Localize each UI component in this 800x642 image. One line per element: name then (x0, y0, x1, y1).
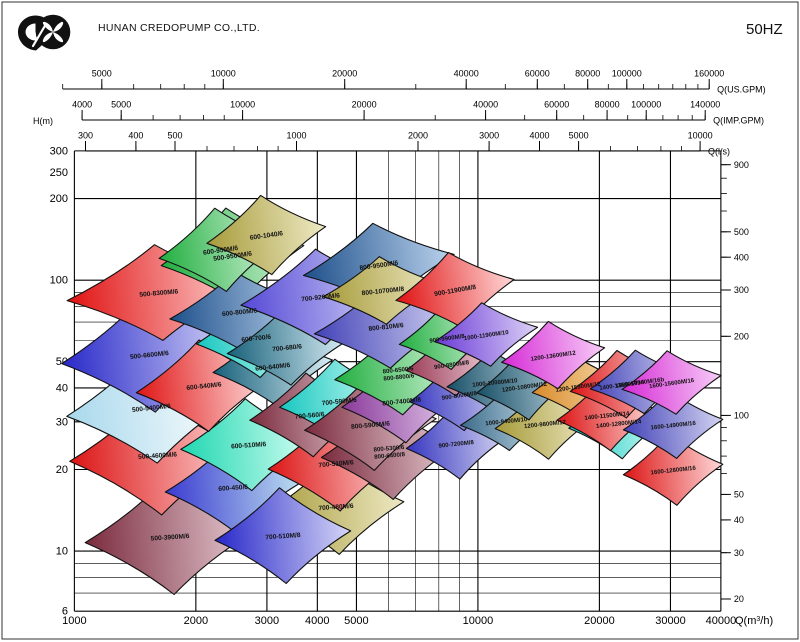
svg-text:Q(US.GPM): Q(US.GPM) (717, 85, 766, 95)
svg-text:5000: 5000 (92, 69, 112, 79)
svg-text:10000: 10000 (688, 131, 713, 141)
svg-text:4000: 4000 (529, 131, 549, 141)
svg-text:3000: 3000 (479, 131, 499, 141)
svg-text:50: 50 (734, 490, 744, 500)
svg-text:2000: 2000 (184, 615, 208, 627)
svg-text:4000: 4000 (72, 100, 92, 110)
svg-text:30: 30 (734, 548, 744, 558)
svg-text:200: 200 (50, 193, 68, 205)
svg-text:300: 300 (50, 145, 68, 157)
svg-text:30000: 30000 (655, 615, 686, 627)
svg-text:H(m): H(m) (33, 116, 53, 126)
svg-text:HUNAN CREDOPUMP CO.,LTD.: HUNAN CREDOPUMP CO.,LTD. (98, 22, 260, 34)
svg-text:40000: 40000 (706, 615, 737, 627)
svg-text:100: 100 (50, 275, 68, 287)
svg-text:900: 900 (734, 160, 749, 170)
svg-text:200: 200 (734, 332, 749, 342)
svg-text:50HZ: 50HZ (746, 21, 783, 38)
svg-text:1000: 1000 (286, 131, 306, 141)
svg-text:300: 300 (734, 285, 749, 295)
svg-text:30: 30 (56, 416, 68, 428)
svg-text:5000: 5000 (344, 615, 368, 627)
svg-text:400: 400 (128, 131, 143, 141)
svg-text:5000: 5000 (111, 100, 131, 110)
svg-text:Q(IMP.GPM): Q(IMP.GPM) (713, 116, 764, 126)
svg-text:40000: 40000 (454, 69, 479, 79)
svg-text:40: 40 (734, 515, 744, 525)
svg-text:40000: 40000 (473, 100, 498, 110)
svg-text:1000: 1000 (62, 615, 86, 627)
svg-text:160000: 160000 (694, 69, 724, 79)
svg-text:10000: 10000 (230, 100, 255, 110)
svg-text:10000: 10000 (463, 615, 494, 627)
svg-text:250: 250 (50, 167, 68, 179)
svg-text:Q(l/s): Q(l/s) (708, 147, 730, 157)
svg-text:60000: 60000 (544, 100, 569, 110)
svg-text:10: 10 (56, 546, 68, 558)
svg-text:5000: 5000 (569, 131, 589, 141)
svg-text:500: 500 (734, 227, 749, 237)
svg-text:40: 40 (56, 383, 68, 395)
svg-text:4000: 4000 (305, 615, 329, 627)
svg-text:80000: 80000 (575, 69, 600, 79)
svg-text:80000: 80000 (595, 100, 620, 110)
svg-text:20000: 20000 (352, 100, 377, 110)
svg-text:20000: 20000 (584, 615, 615, 627)
svg-text:20: 20 (56, 464, 68, 476)
svg-text:500: 500 (167, 131, 182, 141)
svg-text:400: 400 (734, 252, 749, 262)
svg-text:Q(m3/h): Q(m3/h) (735, 615, 773, 627)
svg-text:20000: 20000 (332, 69, 357, 79)
svg-text:300: 300 (78, 131, 93, 141)
svg-text:10000: 10000 (211, 69, 236, 79)
svg-text:140000: 140000 (690, 100, 720, 110)
svg-text:2000: 2000 (408, 131, 428, 141)
svg-text:100000: 100000 (631, 100, 661, 110)
svg-text:20: 20 (734, 594, 744, 604)
svg-text:100000: 100000 (612, 69, 642, 79)
svg-text:60000: 60000 (525, 69, 550, 79)
svg-text:100: 100 (734, 411, 749, 421)
svg-text:3000: 3000 (255, 615, 279, 627)
